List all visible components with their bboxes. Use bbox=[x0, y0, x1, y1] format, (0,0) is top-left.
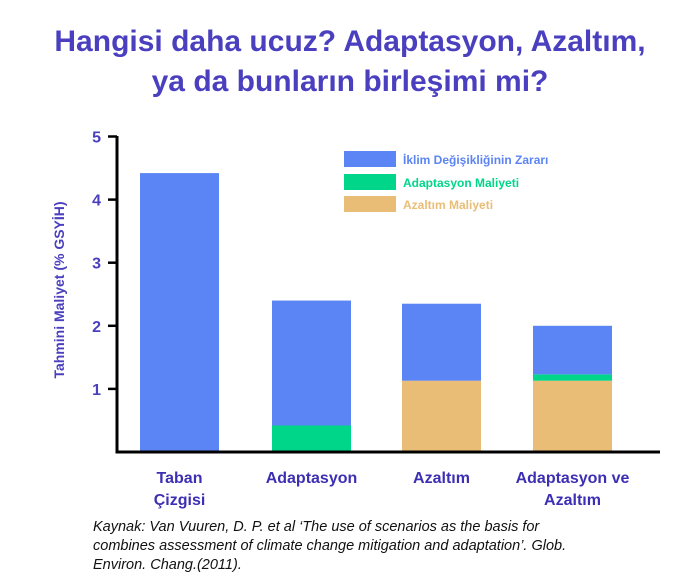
category-label-4-line-2: Azaltım bbox=[544, 492, 601, 509]
category-label-1-line-1: Taban bbox=[157, 470, 203, 487]
category-label-2-line-1: Adaptasyon bbox=[266, 470, 358, 487]
bar-4-adaptasyon-maliyeti bbox=[533, 374, 612, 381]
category-labels: Taban Çizgisi Adaptasyon Azaltım Adaptasyon … bbox=[154, 470, 630, 509]
source-citation: Kaynak: Van Vuuren, D. P. et al ‘The use… bbox=[93, 518, 673, 575]
bar-3-i-klim-de-i-ikli-inin-zarar- bbox=[402, 303, 481, 381]
y-tick-label-3: 3 bbox=[92, 256, 101, 273]
legend: İklim Değişikliğinin Zararı Adaptasyon Ma… bbox=[344, 151, 548, 212]
legend-swatch-i-klim-de-i-ikli-inin-zarar- bbox=[344, 151, 396, 167]
legend-label-azalt-m-maliyeti: Azaltım Maliyeti bbox=[403, 198, 493, 212]
bar-4-i-klim-de-i-ikli-inin-zarar- bbox=[533, 325, 612, 375]
source-line-1: Kaynak: Van Vuuren, D. P. et al ‘The use… bbox=[93, 519, 540, 535]
legend-label-adaptasyon-maliyeti: Adaptasyon Maliyeti bbox=[403, 176, 519, 190]
bar-2-adaptasyon-maliyeti bbox=[272, 425, 351, 452]
y-tick-label-2: 2 bbox=[92, 319, 101, 336]
legend-swatch-adaptasyon-maliyeti bbox=[344, 174, 396, 190]
y-tick-label-1: 1 bbox=[92, 382, 101, 399]
source-line-2: combines assessment of climate change mi… bbox=[93, 538, 567, 554]
legend-label-i-klim-de-i-ikli-inin-zarar-: İklim Değişikliğinin Zararı bbox=[403, 152, 548, 167]
bar-2-i-klim-de-i-ikli-inin-zarar- bbox=[272, 300, 351, 426]
bar-1-i-klim-de-i-ikli-inin-zarar- bbox=[140, 173, 219, 452]
category-label-3-line-1: Azaltım bbox=[413, 470, 470, 487]
bar-3-azalt-m-maliyeti bbox=[402, 380, 481, 452]
y-axis-label: Tahmini Maliyet (% GSYİH) bbox=[51, 201, 67, 378]
y-tick-label-4: 4 bbox=[92, 193, 101, 210]
chart-title-line-1: Hangisi daha ucuz? Adaptasyon, Azaltım, bbox=[54, 25, 646, 58]
source-line-3: Environ. Chang.(2011). bbox=[93, 557, 242, 573]
axes-layer: 1 2 3 4 5 bbox=[92, 130, 660, 454]
bars-layer bbox=[140, 173, 612, 452]
category-label-1-line-2: Çizgisi bbox=[154, 492, 206, 509]
chart-title-line-2: ya da bunların birleşimi mi? bbox=[151, 65, 549, 98]
chart-title: Hangisi daha ucuz? Adaptasyon, Azaltım, … bbox=[0, 22, 700, 102]
y-tick-label-5: 5 bbox=[92, 130, 101, 147]
legend-swatch-azalt-m-maliyeti bbox=[344, 196, 396, 212]
bar-4-azalt-m-maliyeti bbox=[533, 380, 612, 452]
category-label-4-line-1: Adaptasyon ve bbox=[516, 470, 630, 487]
